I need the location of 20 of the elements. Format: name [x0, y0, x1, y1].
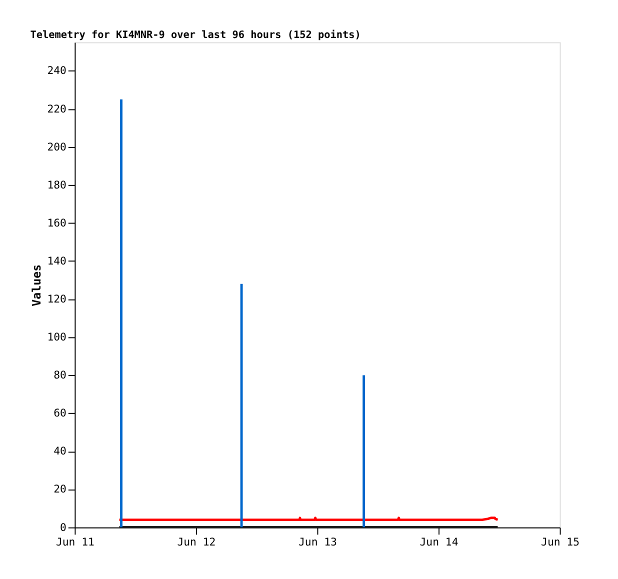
y-tick-label: 240: [47, 64, 66, 78]
x-tick-label: Jun 13: [298, 535, 337, 548]
y-tick-label: 180: [47, 178, 66, 192]
y-tick-label: 0: [60, 520, 66, 534]
y-tick-label: 140: [47, 254, 66, 268]
x-tick-label: Jun 14: [420, 535, 458, 548]
y-axis-title: Values: [29, 264, 44, 306]
y-tick-label: 200: [47, 140, 66, 154]
y-tick-label: 20: [54, 482, 66, 496]
x-tick-label: Jun 12: [177, 535, 216, 548]
x-tick-label: Jun 11: [56, 535, 94, 548]
y-tick-label: 80: [54, 368, 66, 382]
chart-title: Telemetry for KI4MNR-9 over last 96 hours (152 points): [30, 28, 361, 41]
y-tick-label: 120: [47, 292, 66, 306]
y-tick-label: 40: [54, 444, 66, 458]
x-tick-label: Jun 15: [541, 535, 580, 548]
y-tick-label: 100: [47, 330, 66, 344]
y-tick-label: 220: [47, 102, 66, 116]
y-tick-label: 160: [47, 216, 66, 230]
y-tick-label: 60: [54, 406, 66, 420]
